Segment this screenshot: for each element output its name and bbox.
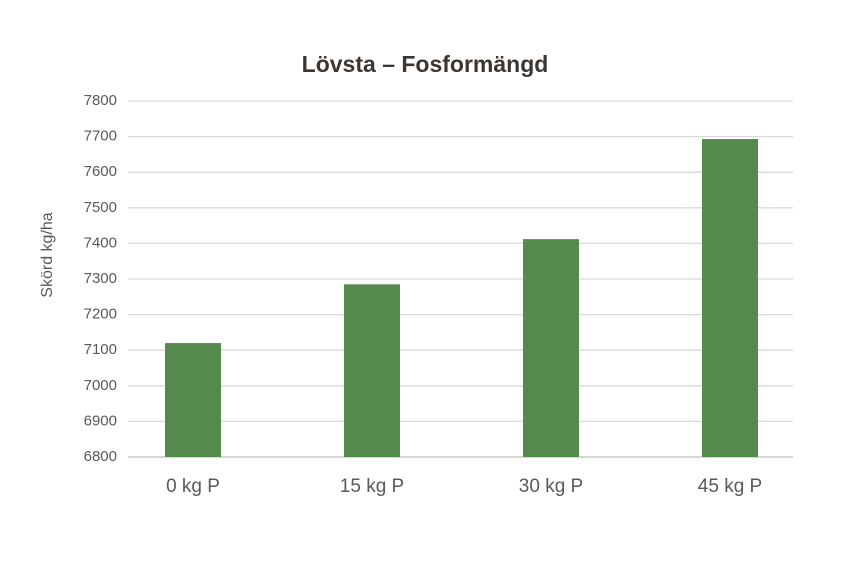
bar: [344, 284, 400, 457]
y-tick-label: 7200: [84, 306, 117, 323]
y-tick-label: 6900: [84, 412, 117, 429]
bar: [165, 343, 221, 457]
y-tick-label: 7700: [84, 128, 117, 145]
y-tick-label: 7600: [84, 163, 117, 180]
y-tick-label: 7300: [84, 270, 117, 287]
y-tick-label: 7800: [84, 92, 117, 109]
x-tick-label: 30 kg P: [519, 476, 583, 497]
y-tick-label: 6800: [84, 448, 117, 465]
chart-title: Lövsta – Fosformängd: [302, 51, 549, 77]
y-tick-label: 7100: [84, 341, 117, 358]
x-tick-label: 45 kg P: [698, 476, 762, 497]
bar: [523, 239, 579, 457]
y-tick-label: 7400: [84, 234, 117, 251]
y-tick-label: 7500: [84, 199, 117, 216]
x-tick-label: 0 kg P: [166, 476, 220, 497]
y-axis-label: Skörd kg/ha: [39, 212, 56, 297]
y-tick-label: 7000: [84, 377, 117, 394]
x-tick-label: 15 kg P: [340, 476, 404, 497]
bar: [702, 139, 758, 458]
